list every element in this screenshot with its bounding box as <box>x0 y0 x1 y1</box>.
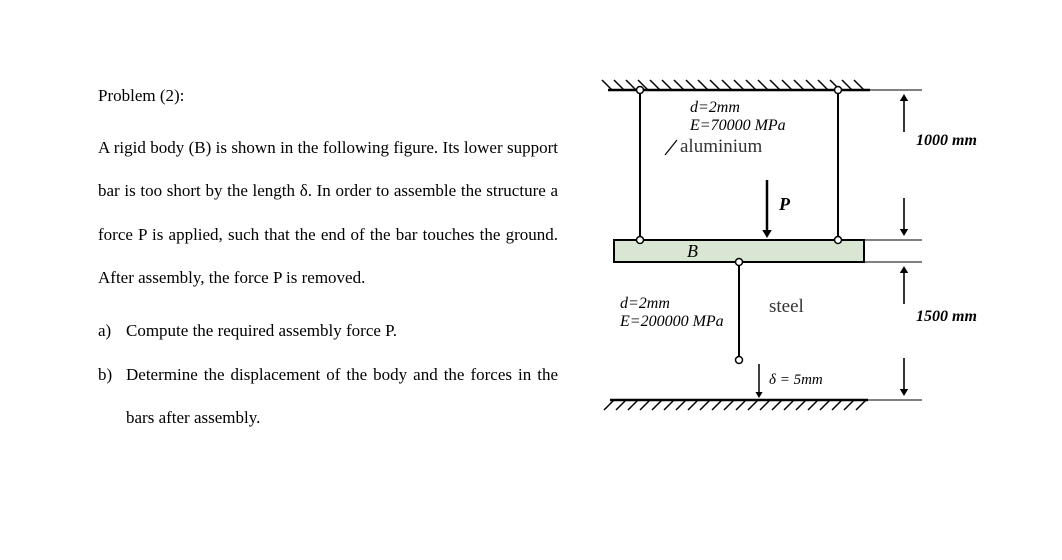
structural-diagram: d=2mmE=70000 MPaaluminiumPBd=2mmE=200000… <box>580 70 1000 430</box>
question-b-mark: b) <box>98 353 126 440</box>
svg-text:P: P <box>778 194 791 214</box>
problem-text-column: Problem (2): A rigid body (B) is shown i… <box>98 86 558 439</box>
question-list: a) Compute the required assembly force P… <box>98 309 558 439</box>
svg-text:1000 mm: 1000 mm <box>916 132 977 149</box>
question-b-text: Determine the displacement of the body a… <box>126 353 558 440</box>
svg-text:1500 mm: 1500 mm <box>916 308 977 325</box>
question-a-mark: a) <box>98 309 126 352</box>
svg-text:d=2mm: d=2mm <box>620 295 670 312</box>
svg-text:aluminium: aluminium <box>680 136 763 157</box>
problem-title: Problem (2): <box>98 86 558 106</box>
svg-text:E=70000 MPa: E=70000 MPa <box>689 117 786 134</box>
svg-text:d=2mm: d=2mm <box>690 99 740 116</box>
question-a-text: Compute the required assembly force P. <box>126 309 558 352</box>
svg-text:steel: steel <box>769 296 804 317</box>
svg-text:B: B <box>687 241 698 261</box>
svg-text:δ = 5mm: δ = 5mm <box>769 372 823 388</box>
svg-text:E=200000 MPa: E=200000 MPa <box>619 313 724 330</box>
problem-paragraph: A rigid body (B) is shown in the followi… <box>98 126 558 299</box>
